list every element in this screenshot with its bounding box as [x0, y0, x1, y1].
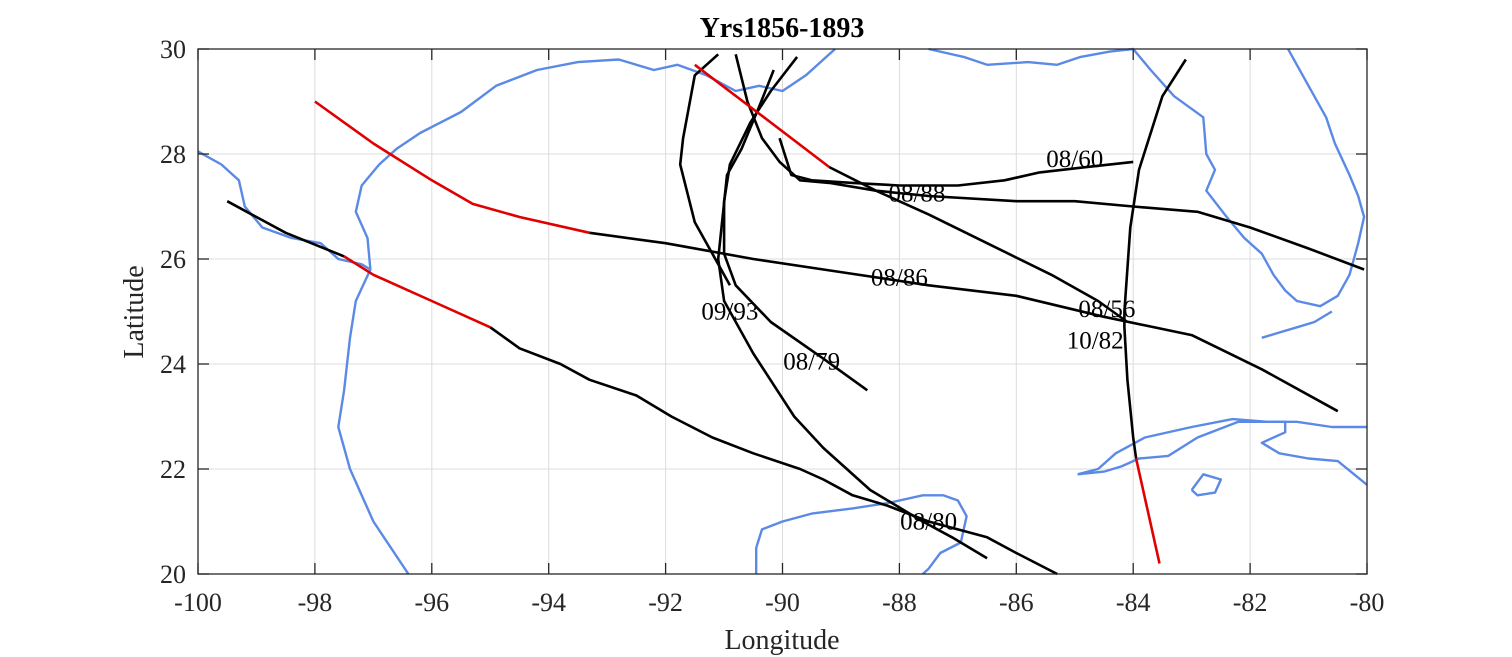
track-segment-landfall: [694, 63, 831, 169]
storm-label: 08/60: [1046, 146, 1103, 173]
y-tick-label: 20: [160, 560, 186, 589]
y-tick-labels: 20 22 24 26 28 30: [160, 35, 186, 589]
track-08-56: [694, 63, 1129, 324]
x-tick-label: -90: [765, 588, 800, 617]
storm-tracks: [226, 53, 1365, 576]
chart-title: Yrs1856-1893: [700, 13, 865, 44]
track-08-80: [226, 200, 1058, 576]
track-segment: [828, 165, 1129, 324]
track-segment: [734, 53, 1365, 271]
x-tick-label: -92: [648, 588, 683, 617]
coastline-cuba-south: [1077, 420, 1368, 486]
storm-labels: 08/60 08/88 08/86 09/93 08/79 08/80 08/56 10/82: [701, 146, 1135, 535]
axis-ticks: [197, 48, 1368, 575]
track-segment: [678, 53, 732, 286]
track-segment: [778, 137, 1134, 187]
coastline-mexico-coast: [337, 268, 410, 575]
x-tick-label: -86: [999, 588, 1034, 617]
track-08-60-east: [778, 137, 1134, 187]
x-tick-label: -82: [1233, 588, 1268, 617]
x-tick-label: -96: [414, 588, 449, 617]
track-segment: [226, 200, 345, 258]
track-08-60: [678, 53, 732, 286]
x-tick-label: -94: [531, 588, 566, 617]
coastline-us-gulf-coast: [197, 48, 836, 271]
track-segment: [722, 56, 869, 392]
x-tick-label: -100: [174, 588, 222, 617]
y-axis-label: Latitude: [119, 265, 150, 358]
coastlines: [197, 47, 1368, 575]
x-tick-label: -98: [298, 588, 333, 617]
x-axis-label: Longitude: [724, 625, 839, 656]
track-08-79: [722, 56, 869, 392]
track-segment: [1123, 58, 1187, 459]
coastline-florida-keys: [1261, 310, 1333, 339]
storm-label: 09/93: [701, 298, 758, 325]
x-tick-label: -88: [882, 588, 917, 617]
coastline-florida-west-coast: [928, 47, 1366, 308]
coastline-cuba-north: [1077, 417, 1367, 476]
y-tick-label: 28: [160, 140, 186, 169]
y-tick-label: 30: [160, 35, 186, 64]
track-segment-landfall: [343, 255, 491, 329]
y-tick-label: 26: [160, 245, 186, 274]
storm-label: 08/56: [1078, 296, 1135, 323]
x-tick-labels: -100 -98 -96 -94 -92 -90 -88 -86 -84 -82 -80: [174, 588, 1384, 617]
storm-label: 10/82: [1067, 327, 1124, 354]
y-tick-label: 24: [160, 350, 186, 379]
track-09-93: [716, 69, 988, 560]
track-segment: [489, 326, 1058, 576]
track-segment: [716, 69, 988, 560]
storm-label: 08/88: [888, 180, 945, 207]
track-segment-landfall: [1134, 458, 1161, 564]
storm-label: 08/80: [900, 508, 957, 535]
track-10-82: [1123, 58, 1187, 564]
x-tick-label: -84: [1116, 588, 1151, 617]
storm-label: 08/86: [871, 264, 928, 291]
track-08-88: [734, 53, 1365, 271]
x-tick-label: -80: [1350, 588, 1385, 617]
track-segment-landfall: [314, 100, 590, 235]
coastline-yucatan-coast: [755, 494, 968, 575]
coastline-isle-of-youth: [1190, 473, 1223, 497]
track-08-86: [314, 100, 1339, 413]
track-segment: [589, 231, 1339, 413]
y-tick-label: 22: [160, 455, 186, 484]
storm-label: 08/79: [783, 348, 840, 375]
